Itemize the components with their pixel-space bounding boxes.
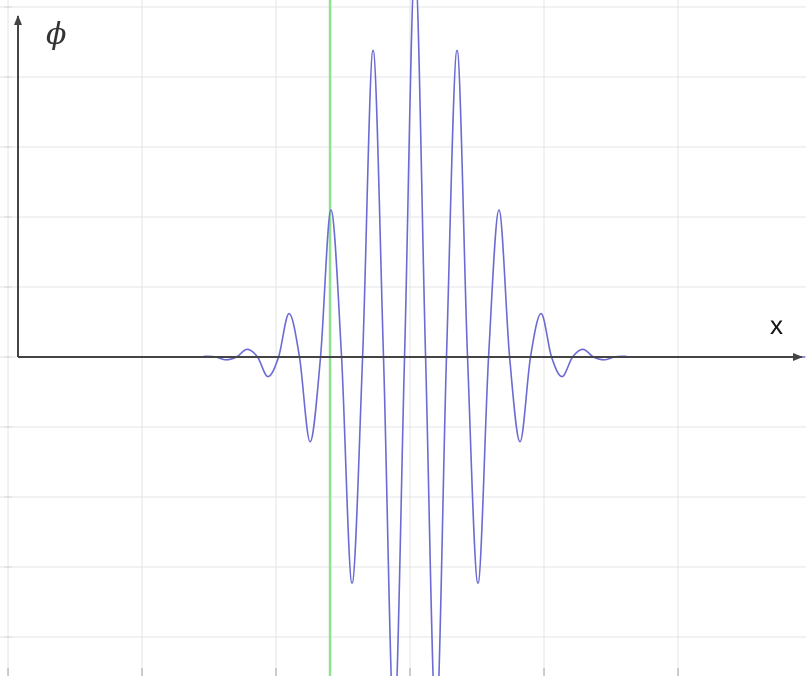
x-axis-label: x — [770, 310, 783, 340]
plot — [18, 0, 806, 676]
curve — [18, 0, 806, 676]
axes — [4, 6, 803, 676]
y-axis-label: ϕ — [46, 17, 66, 52]
